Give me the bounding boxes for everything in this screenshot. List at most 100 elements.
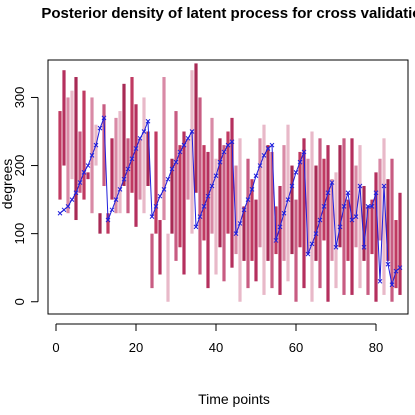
data-point — [157, 193, 163, 199]
data-point-stroke — [393, 268, 399, 274]
density-bar — [394, 220, 398, 289]
data-point — [73, 190, 79, 196]
data-point-stroke — [365, 204, 371, 209]
density-bar — [134, 104, 138, 227]
data-point — [101, 115, 107, 121]
data-point-stroke — [153, 204, 159, 209]
data-point-stroke — [77, 180, 83, 185]
density-bar — [302, 138, 306, 289]
density-bar — [342, 138, 346, 295]
data-point-stroke — [321, 204, 327, 209]
data-point-stroke — [169, 166, 175, 172]
density-bar — [138, 138, 142, 200]
data-point — [137, 135, 143, 141]
data-point — [229, 139, 235, 145]
data-point-stroke — [105, 217, 111, 223]
data-point — [377, 278, 383, 284]
data-point-stroke — [129, 156, 135, 162]
data-point — [121, 176, 127, 182]
data-point — [345, 190, 351, 196]
data-point — [185, 135, 191, 141]
data-point — [205, 193, 211, 199]
density-bar — [254, 199, 258, 282]
data-point-stroke — [357, 183, 363, 189]
data-point — [381, 183, 387, 189]
density-bar — [74, 77, 78, 221]
chart-title: Posterior density of latent process for … — [41, 5, 415, 22]
data-point-stroke — [177, 149, 183, 155]
density-bar — [106, 213, 110, 234]
density-bar — [346, 199, 350, 261]
data-point — [165, 176, 171, 182]
density-bar — [378, 158, 382, 241]
density-bar — [58, 111, 62, 200]
data-point-stroke — [137, 135, 143, 141]
density-bar — [118, 111, 122, 214]
data-point-stroke — [225, 142, 231, 148]
density-bar — [198, 97, 202, 275]
data-point — [81, 170, 87, 175]
data-point-stroke — [277, 224, 283, 230]
data-point — [161, 187, 167, 192]
data-point-stroke — [325, 190, 331, 196]
data-point — [385, 261, 391, 267]
density-bar — [310, 131, 314, 302]
density-bar — [374, 172, 378, 302]
data-point — [237, 221, 243, 226]
data-point-stroke — [173, 159, 179, 165]
data-point — [253, 173, 259, 179]
density-bar — [270, 151, 274, 289]
density-bar — [242, 206, 246, 261]
data-point-stroke — [61, 207, 67, 213]
data-point-stroke — [377, 278, 383, 284]
data-point-stroke — [93, 142, 99, 148]
density-bar — [238, 138, 242, 302]
data-point — [105, 217, 111, 223]
data-point-stroke — [185, 135, 191, 141]
data-point-stroke — [217, 159, 223, 165]
data-point-stroke — [89, 152, 95, 158]
density-bar — [226, 131, 230, 234]
density-bar — [162, 77, 166, 221]
plot-frame — [47, 59, 409, 315]
data-point-stroke — [337, 224, 343, 230]
density-bar — [110, 138, 114, 200]
data-point-stroke — [205, 193, 211, 199]
density-bar — [158, 220, 162, 275]
data-point — [129, 156, 135, 162]
density-bar — [174, 111, 178, 261]
data-point-stroke — [289, 183, 295, 189]
data-point-stroke — [253, 173, 259, 179]
density-bar — [114, 117, 118, 214]
data-point-stroke — [397, 265, 403, 271]
y-tick-label: 0 — [12, 298, 27, 305]
data-point — [281, 210, 287, 216]
data-point — [305, 251, 311, 257]
data-point — [221, 149, 227, 155]
data-point-stroke — [161, 187, 167, 192]
data-point — [149, 214, 155, 219]
data-point-stroke — [257, 163, 263, 168]
density-bar — [382, 138, 386, 295]
data-point — [173, 159, 179, 165]
data-point — [353, 214, 359, 219]
data-point-stroke — [329, 180, 335, 185]
data-point — [397, 265, 403, 271]
data-point — [341, 204, 347, 209]
data-point-stroke — [85, 163, 91, 168]
data-point-stroke — [265, 146, 271, 151]
density-bar — [222, 145, 226, 282]
x-tick-label: 40 — [209, 340, 223, 355]
density-bar — [298, 151, 302, 248]
data-point-stroke — [221, 149, 227, 155]
data-point — [373, 190, 379, 196]
data-point-stroke — [73, 190, 79, 196]
data-point — [217, 159, 223, 165]
data-point-stroke — [349, 217, 355, 223]
data-point-stroke — [341, 204, 347, 209]
data-point — [141, 129, 147, 134]
density-bar — [338, 145, 342, 248]
density-bar — [234, 165, 238, 255]
density-bar — [186, 138, 190, 200]
